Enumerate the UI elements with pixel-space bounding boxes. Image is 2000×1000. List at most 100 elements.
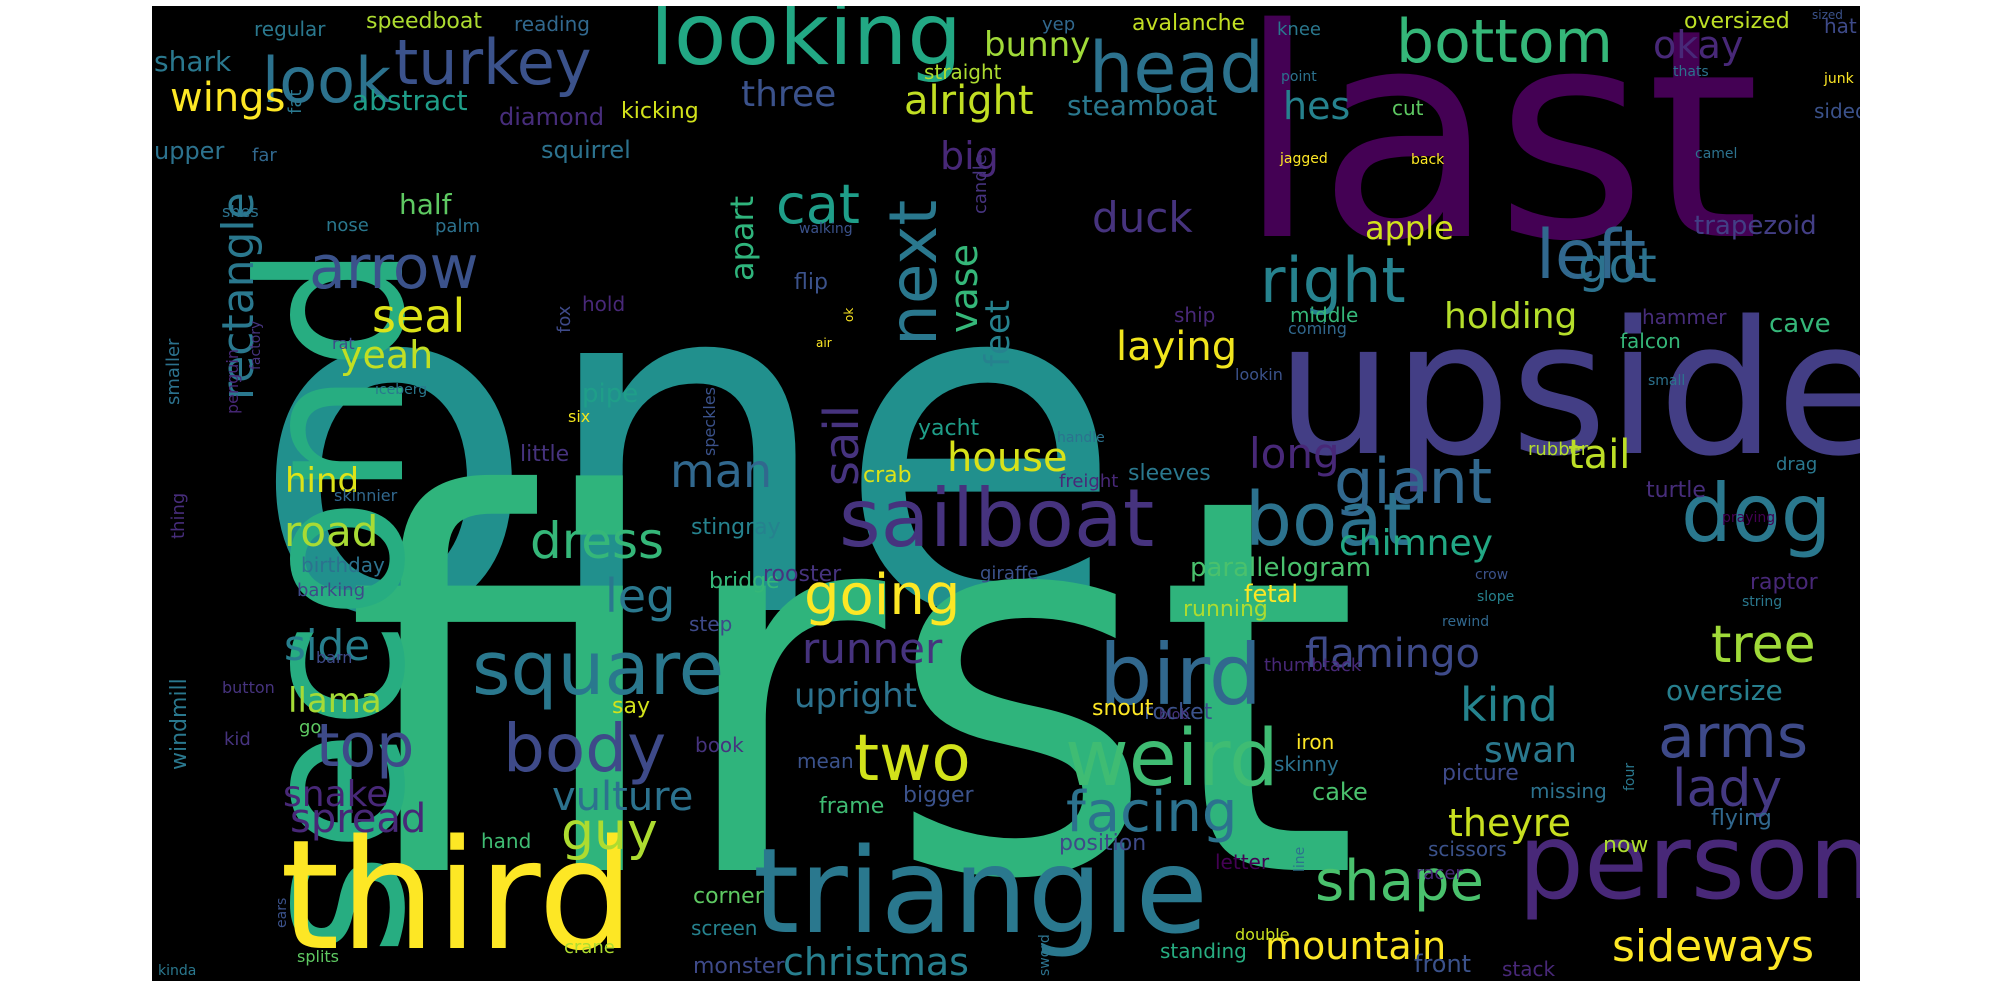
- word-freight: freight: [1059, 471, 1118, 492]
- word-raptor: raptor: [1750, 570, 1819, 595]
- word-cloud: one first last upside second third triangle per…: [152, 6, 1860, 981]
- word-vase: vase: [942, 244, 986, 333]
- word-smaller: smaller: [163, 338, 184, 405]
- word-rectangle: rectangle: [213, 192, 264, 400]
- word-alright: alright: [904, 78, 1034, 124]
- word-parallelogram: parallelogram: [1190, 553, 1371, 583]
- word-feet: feet: [978, 300, 1018, 367]
- word-abstract: abstract: [352, 84, 468, 117]
- word-facing: facing: [1066, 780, 1237, 845]
- word-stingray: stingray: [691, 515, 781, 540]
- word-sleeves: sleeves: [1128, 461, 1211, 486]
- word-front: front: [1414, 950, 1471, 978]
- word-going: going: [804, 563, 960, 628]
- word-nose: nose: [326, 215, 369, 236]
- word-laying: laying: [1116, 324, 1237, 370]
- word-corner: corner: [693, 884, 765, 909]
- word-rubber: rubber: [1528, 439, 1589, 460]
- word-sized: sized: [1812, 8, 1843, 22]
- word-regular: regular: [254, 17, 326, 41]
- word-speckles: speckles: [700, 387, 719, 456]
- word-handle: handle: [1057, 430, 1105, 446]
- word-yeah: yeah: [340, 333, 433, 377]
- word-racer: racer: [1416, 863, 1463, 884]
- word-kinda: kinda: [158, 963, 196, 979]
- word-apart: apart: [723, 196, 761, 281]
- word-go: go: [299, 717, 321, 738]
- word-iceberg: iceberg: [375, 382, 427, 398]
- word-slope: slope: [1477, 589, 1514, 605]
- word-sided: sided: [1814, 99, 1860, 123]
- word-lookin: lookin: [1235, 365, 1283, 384]
- word-far: far: [252, 145, 277, 166]
- word-stack: stack: [1502, 957, 1556, 981]
- word-oversize: oversize: [1666, 674, 1783, 707]
- word-crane: crane: [564, 937, 615, 958]
- word-jagged: jagged: [1279, 151, 1328, 167]
- word-flying: flying: [1711, 806, 1772, 831]
- word-thumbtack: thumbtack: [1264, 655, 1362, 676]
- word-back: back: [1411, 152, 1445, 168]
- word-cut: cut: [1392, 96, 1424, 120]
- word-letter: letter: [1215, 850, 1270, 874]
- word-upright: upright: [794, 676, 917, 716]
- word-book: book: [695, 733, 744, 757]
- word-head: head: [1089, 27, 1264, 109]
- word-third: third: [280, 807, 634, 981]
- word-dress: dress: [530, 512, 664, 570]
- word-now: now: [1603, 833, 1648, 858]
- word-ship: ship: [1174, 303, 1215, 327]
- word-skinnier: skinnier: [334, 486, 398, 505]
- word-kicking: kicking: [621, 99, 699, 124]
- word-birthday: birthday: [301, 553, 385, 577]
- word-walking: walking: [799, 221, 853, 237]
- word-thing: thing: [168, 493, 189, 539]
- word-bigger: bigger: [903, 783, 975, 808]
- word-look: look: [262, 44, 391, 117]
- word-spread: spread: [290, 796, 426, 842]
- word-penguin: penguin: [223, 349, 242, 414]
- word-duck: duck: [1092, 193, 1193, 242]
- word-iron: iron: [1296, 730, 1334, 754]
- word-man: man: [670, 444, 772, 498]
- word-upper: upper: [154, 137, 224, 165]
- word-camel: camel: [1695, 146, 1737, 162]
- word-giraffe: giraffe: [980, 563, 1038, 584]
- word-okay: okay: [1653, 23, 1743, 67]
- word-person: person: [1518, 801, 1860, 923]
- word-mountain: mountain: [1265, 924, 1446, 968]
- word-steamboat: steamboat: [1067, 89, 1217, 122]
- word-yacht: yacht: [918, 416, 980, 441]
- word-kind: kind: [1460, 678, 1558, 732]
- word-step: step: [689, 612, 732, 636]
- word-running: running: [1183, 597, 1268, 622]
- word-first: first: [344, 387, 1360, 981]
- word-ok: ok: [842, 308, 856, 322]
- word-bottom: bottom: [1396, 7, 1613, 77]
- word-string: string: [1742, 594, 1782, 610]
- word-diamond: diamond: [499, 103, 604, 131]
- word-road: road: [284, 507, 378, 556]
- word-flip: flip: [794, 270, 828, 295]
- word-arrow: arrow: [309, 233, 479, 303]
- word-straight: straight: [924, 60, 1002, 84]
- word-guy: guy: [561, 802, 658, 862]
- word-theyre: theyre: [1448, 801, 1571, 845]
- word-flamingo: flamingo: [1305, 631, 1480, 677]
- word-shes: shes: [222, 202, 259, 221]
- word-monster: monster: [693, 954, 785, 979]
- word-praying: praying: [1722, 510, 1775, 526]
- word-air: air: [816, 336, 832, 350]
- word-small: small: [1648, 373, 1685, 389]
- word-sword: sword: [1037, 934, 1053, 976]
- word-falcon: falcon: [1620, 329, 1681, 353]
- word-reading: reading: [514, 12, 590, 36]
- word-mean: mean: [797, 749, 854, 773]
- word-junk: junk: [1823, 71, 1855, 87]
- word-kid: kid: [224, 729, 251, 750]
- word-skinny: skinny: [1274, 752, 1339, 776]
- word-palm: palm: [435, 216, 480, 237]
- word-snake: snake: [283, 774, 388, 815]
- word-six: six: [568, 407, 590, 426]
- word-ears: ears: [274, 898, 290, 928]
